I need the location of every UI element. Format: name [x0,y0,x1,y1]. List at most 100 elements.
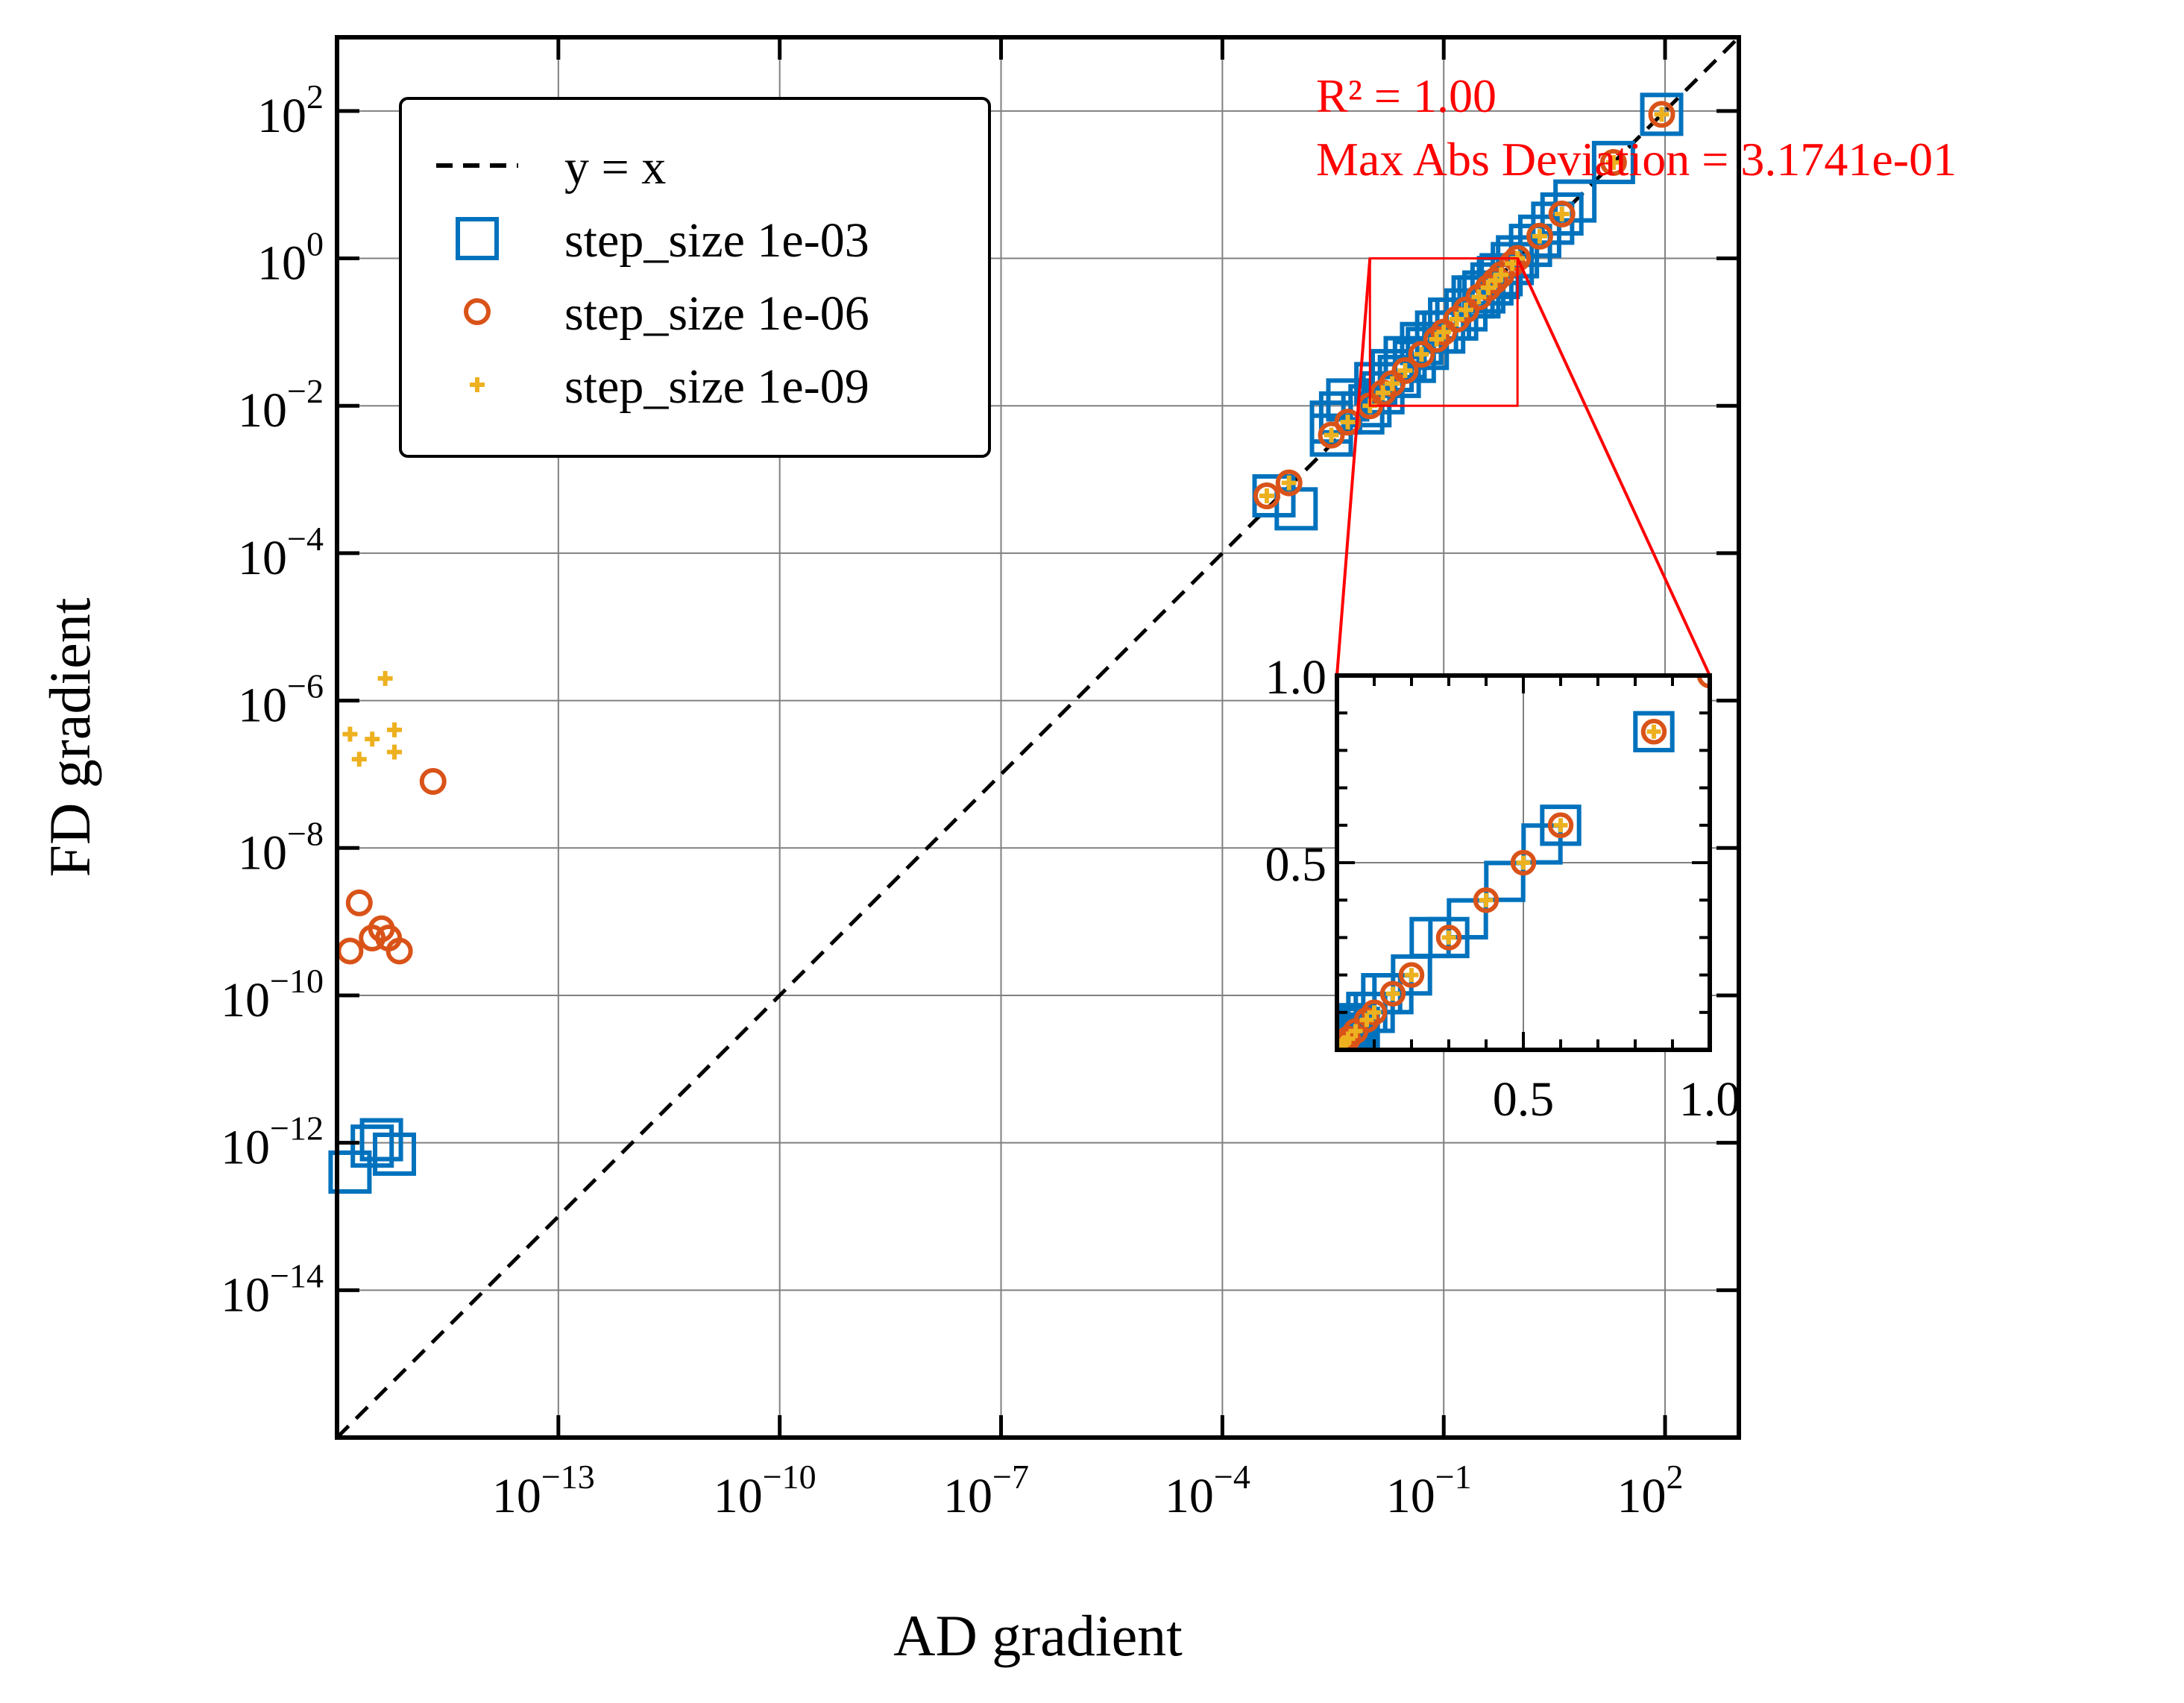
data-point [1435,297,1479,341]
data-point [1540,192,1584,236]
y-tick-label: 10−12 [221,1109,324,1175]
inset-data-point [1385,986,1400,1001]
y-tick-label: 10−4 [238,520,324,585]
inset-ticks: 0.5 1.0 0.5 1.0 [1265,650,1741,1127]
inset-data-point [1348,1024,1363,1039]
legend-entry: step_size 1e-09 [470,359,869,414]
data-point [1385,376,1400,391]
inset-data-point [1341,1031,1356,1046]
inset-data-point [1379,980,1406,1007]
data-point [1436,324,1452,340]
x-tick-label: 10−4 [1165,1458,1250,1523]
data-point [386,744,402,760]
data-point [1449,311,1464,327]
data-point [351,752,367,767]
data-point [1471,289,1487,305]
legend-box [399,97,991,458]
r-squared-text: R² = 1.00 [1316,69,1497,122]
data-point [1375,385,1391,400]
inset-series-circle [1337,676,1710,1050]
data-point [1414,347,1429,362]
inset-series-plus [1337,676,1710,1050]
inset-data-point [1398,962,1425,988]
data-point [1532,228,1547,244]
legend-entry: step_size 1e-06 [464,286,869,341]
zoom-connector-line [1335,258,1372,676]
data-point [359,1118,403,1162]
y-tick-label: 100 [257,225,324,291]
zoom-rectangle [1368,257,1519,407]
data-point [1599,148,1627,176]
data-point [1406,327,1450,371]
inset-data-point [1633,711,1675,752]
inset-data-point [1479,893,1494,907]
data-point [1281,475,1297,491]
inset-data-point [1367,1005,1382,1020]
inset-data-point [1553,818,1568,833]
data-point [345,889,373,916]
data-point [350,1124,394,1168]
data-point [1397,363,1413,379]
zoom-connector-line [1516,257,1711,676]
data-point [419,767,447,795]
data-point [328,1150,372,1194]
legend-marker-icon [464,298,491,325]
legend: y = x step_size 1e-03 step_size 1e-06 step_… [399,97,991,458]
inset-data-point [1510,849,1537,876]
inset-data-point [1404,968,1419,983]
data-point [1482,267,1509,295]
data-point [1318,421,1345,449]
data-point [1324,427,1339,443]
inset-x-tick-label: 0.5 [1493,1072,1555,1127]
data-point [365,731,380,747]
data-point [1548,201,1576,228]
data-point [1334,409,1362,436]
data-point [1422,310,1466,354]
max-deviation-text: Max Abs Deviation = 3.1741e-01 [1316,133,1957,186]
data-point [1275,469,1303,497]
y-tick-label: 10−10 [221,962,324,1027]
inset-data-point [1540,805,1582,846]
data-point [1605,154,1621,170]
data-point [1494,267,1509,283]
y-tick-label: 10−14 [221,1256,324,1322]
x-tick-label: 10−10 [714,1458,816,1523]
legend-entry: y = x [436,140,666,195]
y-axis-label: FD gradient [37,597,102,877]
legend-marker-icon [456,217,499,260]
series-plus [342,107,1670,767]
x-tick-label: 102 [1617,1458,1684,1523]
data-point [1648,101,1675,128]
data-point [1654,107,1670,122]
inset-data-point [1473,887,1499,913]
x-tick-label: 10−13 [492,1458,595,1523]
legend-label: step_size 1e-06 [564,286,869,341]
main-data-points [328,92,1684,1194]
data-point [1554,207,1570,222]
plot-frame [335,35,1741,1440]
data-point [1640,92,1684,136]
axis-ticks: 10−13 10−10 10−7 10−4 10−1 102 10−14 10−12 10−10… [221,37,1739,1523]
data-point [372,1132,416,1176]
inset-data-points [1337,676,1710,1050]
inset-y-tick-label: 0.5 [1265,837,1327,892]
data-point [1408,341,1435,368]
inset-data-point [1547,812,1574,839]
inset-data-point [1353,1007,1380,1033]
y-tick-label: 102 [257,78,324,143]
y-tick-label: 10−2 [238,372,324,438]
data-point [1591,140,1635,184]
data-point [386,722,402,737]
inset-data-point [1435,925,1462,951]
data-point [1259,488,1274,503]
inset-x-tick-label: 1.0 [1679,1072,1741,1127]
inset-data-point [1359,1013,1374,1027]
x-axis-label: AD gradient [893,1603,1183,1668]
x-tick-label: 10−1 [1386,1458,1472,1523]
data-point [385,937,413,965]
inset-data-point [1646,724,1661,739]
statistics-annotation: R² = 1.00 Max Abs Deviation = 3.1741e-01 [1316,69,1957,186]
inset-data-point [1337,1014,1373,1050]
